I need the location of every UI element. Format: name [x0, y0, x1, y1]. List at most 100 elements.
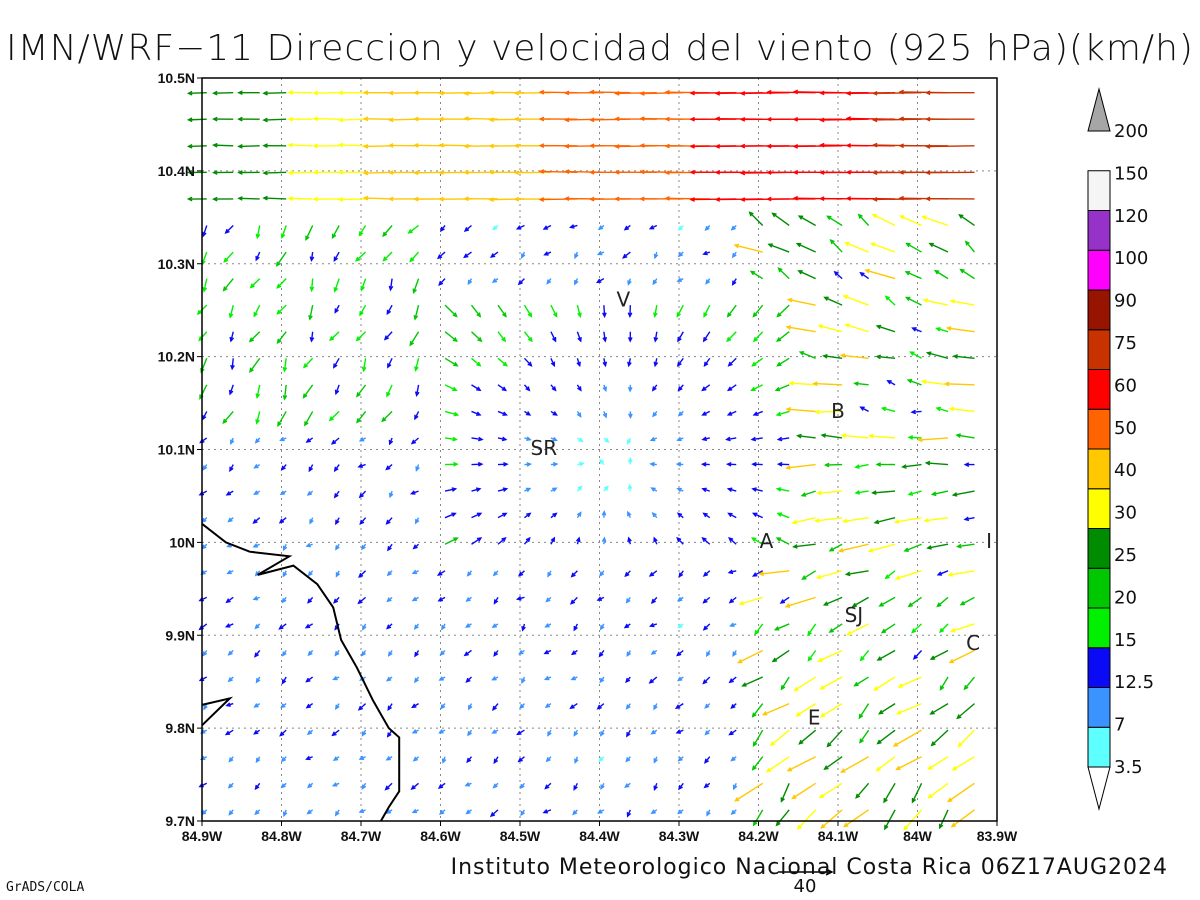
wind-vector	[675, 461, 684, 467]
colorbar-label: 25	[1114, 545, 1137, 566]
wind-vector	[628, 411, 633, 420]
wind-vector	[786, 756, 816, 772]
wind-vector	[928, 242, 949, 253]
wind-vector	[676, 536, 684, 545]
wind-vector	[497, 487, 509, 492]
lon-tick-label: 84.8W	[261, 828, 302, 844]
wind-vector	[676, 277, 684, 282]
wind-vector	[228, 809, 234, 816]
wind-vector	[704, 225, 711, 232]
city-label: A	[760, 529, 774, 553]
wind-vector	[775, 809, 790, 827]
wind-vector	[523, 357, 533, 367]
wind-vector	[859, 729, 870, 744]
wind-vector	[927, 782, 949, 799]
coastline-path	[201, 523, 401, 822]
wind-vector	[237, 144, 260, 149]
wind-vector	[875, 462, 896, 467]
lon-tick-label: 83.9W	[977, 828, 1018, 844]
wind-vector	[307, 596, 314, 604]
wind-vector	[574, 251, 579, 260]
wind-vector	[627, 456, 633, 465]
wind-vector	[186, 170, 207, 175]
wind-vector	[545, 596, 552, 603]
wind-vector	[463, 251, 472, 259]
wind-vector	[895, 702, 922, 715]
wind-vector	[276, 331, 287, 344]
wind-vector	[797, 215, 817, 227]
wind-vector	[854, 490, 869, 495]
wind-vector	[909, 351, 922, 359]
wind-vector	[337, 197, 366, 202]
wind-vector	[550, 358, 556, 368]
city-label: SJ	[845, 603, 864, 627]
wind-vector	[333, 464, 340, 473]
wind-vector	[569, 703, 578, 710]
wind-vector	[776, 461, 790, 467]
wind-vector	[733, 782, 764, 802]
wind-vector	[466, 756, 473, 764]
wind-vector	[627, 384, 633, 393]
wind-vector	[752, 410, 763, 416]
wind-vector	[186, 90, 207, 96]
lat-tick-label: 10.5N	[158, 70, 195, 86]
wind-vector	[278, 517, 287, 524]
wind-vector	[249, 278, 261, 289]
wind-vector	[223, 251, 234, 263]
wind-vector	[387, 117, 419, 123]
wind-vector	[357, 463, 366, 469]
wind-vector	[280, 703, 287, 709]
wind-vector	[837, 543, 869, 553]
wind-vector	[912, 650, 923, 660]
wind-vector	[357, 596, 367, 605]
reference-vector-label: 40	[794, 876, 817, 897]
wind-vector	[653, 358, 659, 368]
wind-vector	[828, 623, 843, 633]
wind-vector	[765, 756, 790, 773]
wind-vector	[817, 649, 843, 662]
wind-vector	[599, 458, 605, 465]
wind-vector	[550, 410, 558, 416]
wind-vector	[335, 543, 340, 551]
wind-vector	[465, 676, 472, 683]
wind-vector	[627, 278, 632, 286]
wind-vector	[356, 384, 367, 398]
wind-vector	[897, 676, 922, 688]
wind-vector	[704, 756, 711, 764]
wind-vector	[627, 331, 633, 343]
wind-vector	[624, 782, 631, 789]
wind-vector	[412, 756, 420, 762]
wind-vector	[361, 358, 367, 373]
wind-vector	[907, 435, 922, 440]
wind-vector	[575, 536, 581, 545]
wind-vector	[497, 304, 507, 318]
wind-vector	[819, 676, 843, 690]
wind-vector	[857, 213, 870, 226]
city-label: I	[986, 529, 992, 553]
wind-vector	[438, 729, 446, 734]
wind-vector	[602, 358, 608, 368]
lat-tick-label: 10.4N	[158, 163, 195, 179]
colorbar-segment	[1087, 170, 1111, 211]
wind-vector	[773, 623, 790, 631]
wind-vector	[924, 460, 949, 466]
wind-vector	[929, 703, 949, 715]
wind-vector	[649, 461, 657, 467]
wind-vector	[602, 384, 607, 393]
wind-vector	[282, 358, 288, 373]
wind-vector	[262, 170, 287, 176]
wind-vector	[653, 703, 658, 711]
wind-vector	[574, 278, 579, 286]
wind-vector	[577, 437, 584, 443]
wind-vector	[730, 703, 737, 710]
wind-vector	[823, 296, 843, 306]
wind-vector	[752, 331, 764, 343]
wind-vector	[309, 517, 314, 525]
wind-vector	[467, 278, 473, 286]
wind-vector	[923, 516, 949, 523]
lat-tick-label: 10.2N	[158, 349, 195, 365]
wind-vector	[222, 278, 234, 292]
wind-vector	[815, 570, 843, 580]
wind-vector	[471, 537, 483, 545]
wind-vector	[853, 381, 869, 387]
